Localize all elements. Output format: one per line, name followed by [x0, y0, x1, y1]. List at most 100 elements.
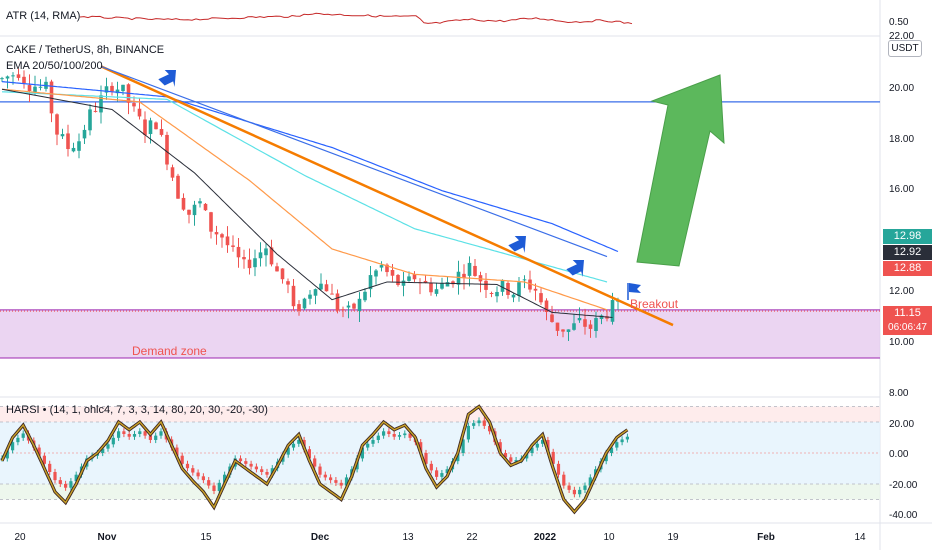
candle-body: [77, 141, 81, 151]
candle-body: [203, 203, 208, 211]
ema-indicator-label[interactable]: EMA 20/50/100/200: [6, 60, 103, 72]
harsi-body: [111, 437, 115, 445]
candle-body: [297, 304, 301, 311]
candle-body: [566, 329, 571, 332]
candle-body: [346, 305, 351, 308]
candle-body: [588, 324, 593, 329]
harsi-body: [562, 474, 566, 486]
candle-body: [610, 300, 615, 322]
harsi-body: [223, 474, 227, 483]
harsi-body: [572, 489, 576, 495]
harsi-oversold-zone: [0, 484, 880, 500]
descending-trendline: [100, 65, 674, 327]
harsi-body: [244, 461, 248, 464]
last-price-tag: 11.15: [883, 306, 932, 321]
candle-body: [55, 114, 59, 135]
chart-title[interactable]: CAKE / TetherUS, 8h, BINANCE: [6, 44, 165, 56]
harsi-body: [318, 466, 322, 475]
harsi-label[interactable]: HARSI • (14, 1, ohlc4, 7, 3, 3, 14, 80, …: [6, 404, 268, 416]
candle-body: [555, 322, 560, 331]
harsi-body: [307, 449, 311, 459]
price-tag-3: 12.88: [883, 261, 932, 276]
harsi-body: [339, 482, 343, 486]
candle-body: [16, 74, 21, 78]
harsi-body: [376, 435, 380, 440]
harsi-body: [180, 455, 184, 464]
candle-body: [533, 288, 538, 291]
harsi-body: [424, 453, 428, 464]
candle-body: [511, 294, 516, 298]
currency-selector[interactable]: USDT: [888, 40, 922, 57]
countdown-tag: 06:06:47: [883, 320, 932, 335]
harsi-body: [535, 443, 539, 448]
candle-body: [528, 279, 532, 290]
harsi-body: [620, 439, 624, 443]
flag-icon: [629, 283, 641, 293]
time-tick-label: 15: [200, 532, 212, 543]
price-tag-1: 12.98: [883, 229, 932, 244]
harsi-body: [297, 439, 301, 444]
candle-body: [484, 280, 488, 290]
candle-body: [264, 248, 268, 256]
harsi-body: [588, 477, 592, 486]
harsi-body: [16, 437, 20, 443]
candle-body: [110, 85, 114, 92]
harsi-body: [498, 442, 502, 453]
axes-layer: 22.0020.0018.0016.0014.0012.0010.008.000…: [14, 17, 917, 543]
harsi-body: [21, 433, 25, 438]
harsi-body: [509, 457, 513, 462]
candle-body: [599, 315, 604, 320]
harsi-body: [609, 447, 614, 453]
candle-body: [198, 201, 202, 204]
candle-body: [478, 275, 483, 282]
atr-label: ATR (14, RMA): [6, 10, 81, 22]
harsi-body: [482, 420, 486, 426]
candle-body: [302, 298, 307, 309]
harsi-body: [371, 439, 375, 444]
harsi-body: [74, 474, 78, 482]
harsi-body: [37, 447, 41, 456]
candle-body: [132, 103, 136, 107]
harsi-body: [117, 431, 121, 438]
harsi-body: [286, 447, 290, 455]
breakout-label: Breakout: [630, 297, 679, 311]
candle-body: [220, 234, 224, 238]
candle-body: [561, 329, 565, 332]
candle-body: [209, 212, 213, 232]
time-tick-label: 13: [402, 532, 414, 543]
candle-body: [473, 265, 477, 276]
zones-layer: [0, 101, 880, 359]
harsi-body: [392, 434, 396, 437]
harsi-body: [461, 439, 465, 453]
candle-body: [583, 319, 587, 327]
price-tick-label: 8.00: [889, 388, 909, 399]
price-tick-label: 10.00: [889, 337, 914, 348]
candle-body: [440, 283, 444, 289]
harsi-body: [313, 458, 317, 467]
candle-body: [137, 108, 142, 117]
harsi-body: [238, 458, 243, 462]
candle-body: [495, 291, 499, 297]
harsi-body: [503, 453, 508, 458]
harsi-body: [419, 442, 423, 453]
candle-body: [33, 86, 37, 94]
price-tag-2: 12.92: [883, 245, 932, 260]
harsi-body: [435, 470, 439, 477]
harsi-body: [42, 455, 46, 464]
candle-body: [60, 134, 65, 137]
harsi-body: [556, 463, 561, 475]
harsi-body: [64, 483, 68, 488]
candle-body: [379, 265, 384, 268]
candle-body: [330, 293, 334, 295]
candle-body: [192, 204, 197, 216]
candle-body: [319, 283, 323, 290]
ema50-line: [1, 88, 608, 311]
harsi-body: [440, 473, 444, 477]
time-tick-label: Dec: [311, 532, 330, 543]
candle-body: [275, 266, 279, 272]
candle-body: [324, 284, 329, 292]
candle-body: [121, 84, 125, 92]
harsi-body: [11, 442, 15, 451]
